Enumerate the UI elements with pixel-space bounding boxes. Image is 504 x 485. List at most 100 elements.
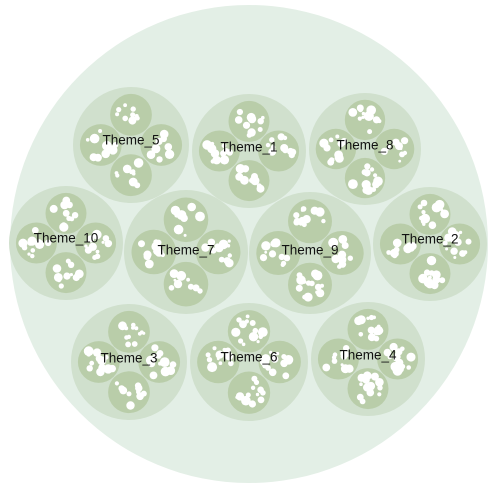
leaf-bubble xyxy=(92,229,102,240)
leaf-bubble xyxy=(428,280,432,284)
leaf-bubble xyxy=(370,372,379,381)
leaf-bubble xyxy=(361,180,371,190)
leaf-bubble xyxy=(122,164,132,174)
leaf-bubble xyxy=(149,371,158,380)
leaf-bubble xyxy=(207,144,217,154)
leaf-bubble xyxy=(393,355,399,362)
leaf-bubble xyxy=(131,341,138,347)
leaf-bubble xyxy=(66,215,72,221)
leaf-bubble xyxy=(395,348,403,356)
leaf-bubble xyxy=(238,338,244,344)
leaf-bubble xyxy=(156,156,163,163)
theme-label: Theme_9 xyxy=(281,243,338,258)
leaf-bubble xyxy=(176,270,187,281)
leaf-bubble xyxy=(52,264,62,273)
leaf-bubble xyxy=(257,327,268,337)
leaf-bubble xyxy=(151,144,161,154)
theme-label: Theme_7 xyxy=(157,243,214,258)
leaf-bubble xyxy=(58,283,64,289)
group-theme-1: Theme_1 xyxy=(192,94,306,208)
leaf-bubble xyxy=(257,118,264,125)
leaf-bubble xyxy=(281,260,287,266)
group-circle xyxy=(124,190,248,314)
leaf-bubble xyxy=(227,239,231,243)
leaf-bubble xyxy=(31,227,39,234)
leaf-bubble xyxy=(357,116,362,121)
cluster-circle xyxy=(258,130,300,172)
leaf-bubble xyxy=(288,152,295,159)
leaf-bubble xyxy=(96,367,105,377)
leaf-bubble xyxy=(320,283,324,288)
leaf-bubble xyxy=(138,240,145,248)
leaf-bubble xyxy=(344,351,350,358)
leaf-bubble xyxy=(108,364,117,373)
leaf-bubble xyxy=(458,230,463,235)
leaf-bubble xyxy=(158,362,163,366)
leaf-bubble xyxy=(89,360,95,366)
group-circle xyxy=(190,303,308,421)
group-theme-4: Theme_4 xyxy=(311,302,425,416)
theme-label: Theme_10 xyxy=(34,231,99,246)
leaf-bubble xyxy=(168,285,175,291)
leaf-bubble xyxy=(220,150,227,157)
leaf-bubble xyxy=(134,382,142,389)
leaf-bubble xyxy=(155,137,163,145)
leaf-bubble xyxy=(224,352,234,361)
leaf-bubble xyxy=(328,137,334,143)
leaf-bubble xyxy=(124,326,129,331)
leaf-bubble xyxy=(327,158,335,166)
leaf-bubble xyxy=(282,147,289,154)
leaf-bubble xyxy=(277,133,285,141)
leaf-bubble xyxy=(310,206,319,215)
leaf-bubble xyxy=(218,361,223,366)
leaf-bubble xyxy=(450,247,458,255)
leaf-bubble xyxy=(356,104,364,112)
leaf-bubble xyxy=(236,108,243,116)
leaf-bubble xyxy=(183,233,187,237)
leaf-bubble xyxy=(300,206,307,212)
leaf-bubble xyxy=(331,254,340,264)
leaf-bubble xyxy=(403,244,413,254)
leaf-bubble xyxy=(30,253,35,259)
leaf-bubble xyxy=(104,240,112,248)
leaf-bubble xyxy=(376,324,381,329)
leaf-bubble xyxy=(217,350,223,356)
leaf-bubble xyxy=(53,273,63,282)
leaf-bubble xyxy=(116,107,122,113)
leaf-bubble xyxy=(241,342,246,347)
leaf-bubble xyxy=(239,320,247,329)
leaf-bubble xyxy=(445,247,449,251)
leaf-bubble xyxy=(71,212,79,219)
leaf-bubble xyxy=(298,221,304,226)
leaf-bubble xyxy=(305,280,312,286)
group-circle xyxy=(71,304,187,420)
leaf-bubble xyxy=(302,294,307,300)
leaf-bubble xyxy=(295,284,303,292)
leaf-bubble xyxy=(83,346,94,357)
leaf-bubble xyxy=(35,239,45,249)
leaf-bubble xyxy=(87,235,95,243)
leaf-bubble xyxy=(176,210,187,220)
leaf-bubble xyxy=(160,252,165,258)
leaf-bubble xyxy=(256,184,265,193)
group-circle xyxy=(192,94,306,208)
leaf-bubble xyxy=(124,335,129,340)
leaf-bubble xyxy=(63,198,70,205)
group-theme-8: Theme_8 xyxy=(309,93,421,205)
leaf-bubble xyxy=(354,316,363,326)
leaf-bubble xyxy=(168,152,173,157)
leaf-bubble xyxy=(186,277,191,282)
leaf-bubble xyxy=(369,167,375,172)
leaf-bubble xyxy=(195,211,205,222)
leaf-bubble xyxy=(261,241,271,251)
leaf-bubble xyxy=(439,277,446,284)
leaf-bubble xyxy=(281,354,287,360)
theme-label: Theme_1 xyxy=(220,140,277,155)
leaf-bubble xyxy=(366,381,376,391)
leaf-bubble xyxy=(459,250,466,257)
leaf-bubble xyxy=(389,342,398,352)
leaf-bubble xyxy=(205,352,211,358)
leaf-bubble xyxy=(335,154,344,163)
leaf-bubble xyxy=(173,224,184,235)
leaf-bubble xyxy=(316,289,325,298)
